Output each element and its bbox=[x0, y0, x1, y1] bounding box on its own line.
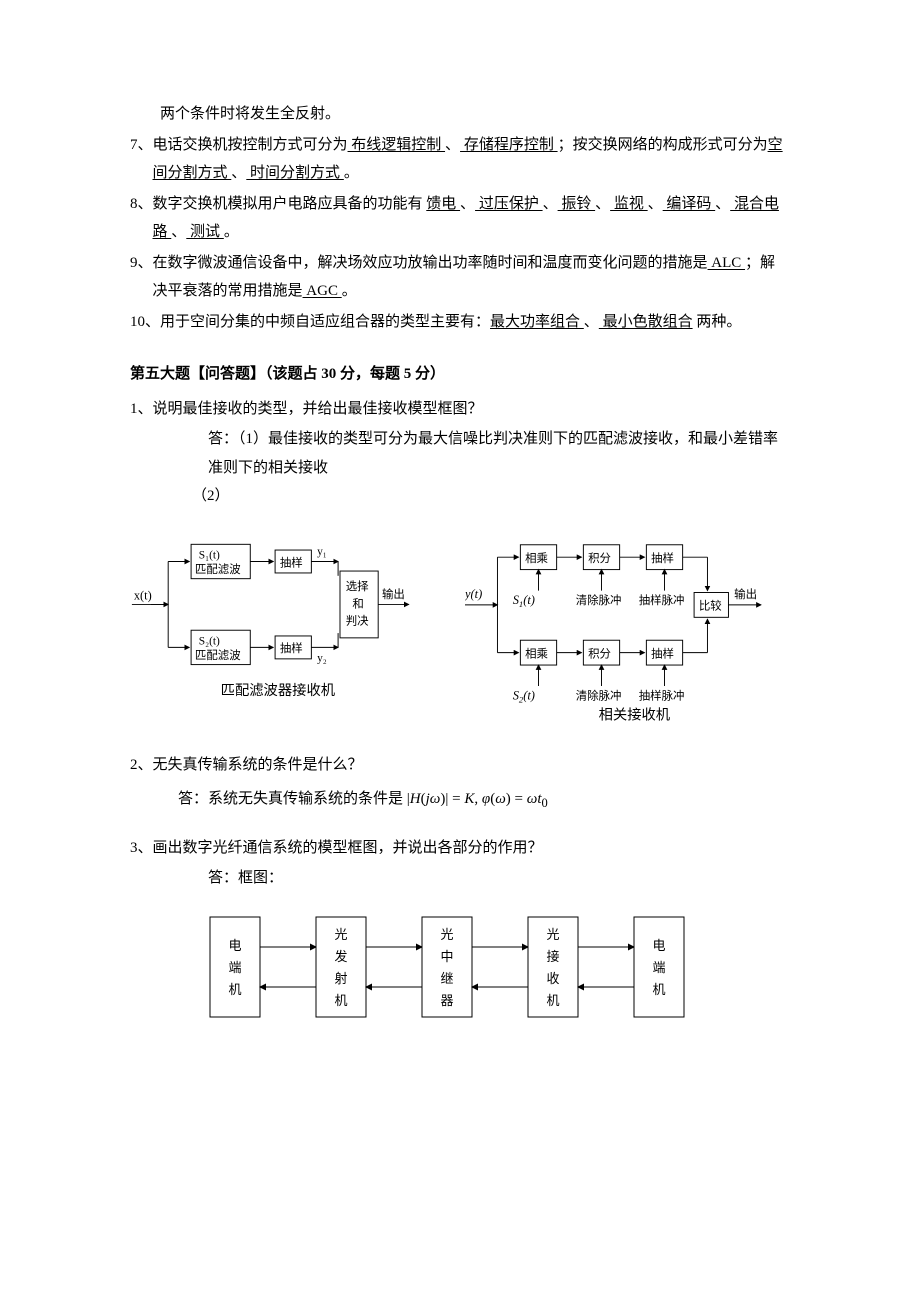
q1-text: 说明最佳接收的类型，并给出最佳接收模型框图？ bbox=[153, 395, 790, 424]
blank: 时间分割方式 bbox=[246, 165, 344, 181]
blank: 振铃 bbox=[558, 196, 596, 212]
fiber-diagram-wrap: 电端机光发射机光中继器光接收机电端机 bbox=[130, 907, 790, 1058]
svg-text:接: 接 bbox=[546, 949, 559, 964]
blank: AGC bbox=[303, 283, 342, 299]
corr-cl1: 清除脉冲 bbox=[576, 592, 622, 606]
q3-a: 答：框图： bbox=[130, 864, 790, 893]
q2-num: 2、 bbox=[130, 751, 153, 780]
q1-a1: 答：（1）最佳接收的类型可分为最大信噪比判决准则下的匹配滤波接收，和最小差错率准… bbox=[130, 425, 790, 482]
match-f1: 匹配滤波 bbox=[195, 562, 241, 575]
corr-sm1: 抽样 bbox=[652, 550, 675, 564]
svg-text:收: 收 bbox=[546, 971, 559, 986]
svg-text:机: 机 bbox=[334, 993, 347, 1008]
fill-10-num: 10、 bbox=[130, 308, 160, 337]
fill-item-9: 9、 在数字微波通信设备中，解决场效应功放输出功率随时间和温度而变化问题的措施是… bbox=[130, 249, 790, 306]
q2-sub: 0 bbox=[542, 796, 548, 810]
corr-s1: S1(t) bbox=[513, 592, 535, 608]
match-sample1: 抽样 bbox=[280, 555, 303, 569]
svg-text:端: 端 bbox=[228, 960, 241, 975]
fill-item-7: 7、 电话交换机按控制方式可分为 布线逻辑控制 、 存储程序控制 ；按交换网络的… bbox=[130, 131, 790, 188]
corr-sp1: 抽样脉冲 bbox=[639, 592, 685, 606]
q2-a-prefix: 答：系统无失真传输系统的条件是 bbox=[178, 791, 403, 807]
q3-num: 3、 bbox=[130, 834, 153, 863]
blank: 馈电 bbox=[426, 196, 460, 212]
svg-text:器: 器 bbox=[440, 993, 453, 1008]
corr-cl2: 清除脉冲 bbox=[576, 688, 622, 702]
match-f2: 匹配滤波 bbox=[195, 648, 241, 661]
corr-s2: S2(t) bbox=[513, 688, 535, 704]
corr-int2: 积分 bbox=[589, 647, 612, 660]
svg-text:端: 端 bbox=[652, 960, 665, 975]
fill-7-body: 电话交换机按控制方式可分为 布线逻辑控制 、 存储程序控制 ；按交换网络的构成形… bbox=[153, 131, 790, 188]
svg-text:继: 继 bbox=[440, 971, 453, 986]
blank: 最大功率组合 bbox=[490, 314, 584, 330]
diagram-fiber: 电端机光发射机光中继器光接收机电端机 bbox=[200, 907, 720, 1047]
corr-mul1: 相乘 bbox=[526, 550, 549, 564]
match-d2: 和 bbox=[352, 597, 363, 610]
blank: 存储程序控制 bbox=[460, 137, 558, 153]
diagram-correlation: y(t) 相乘 相乘 S1(t) S2(t) 积分 积分 清除脉冲 bbox=[465, 519, 790, 729]
fill-8-num: 8、 bbox=[130, 190, 153, 247]
fill-10-body: 用于空间分集的中频自适应组合器的类型主要有：最大功率组合 、 最小色散组合 两种… bbox=[160, 308, 790, 337]
blank: 布线逻辑控制 bbox=[348, 137, 446, 153]
corr-out: 输出 bbox=[735, 587, 758, 601]
q2-formula: |H(jω)| = K, φ(ω) = ωt0 bbox=[407, 791, 548, 807]
q1-num: 1、 bbox=[130, 395, 153, 424]
svg-text:电: 电 bbox=[652, 938, 665, 953]
svg-text:机: 机 bbox=[546, 993, 559, 1008]
fiber-boxes: 电端机光发射机光中继器光接收机电端机 bbox=[210, 917, 684, 1017]
fill-8-body: 数字交换机模拟用户电路应具备的功能有 馈电 、 过压保护 、 振铃 、 监视 、… bbox=[153, 190, 790, 247]
q3-text: 画出数字光纤通信系统的模型框图，并说出各部分的作用？ bbox=[153, 834, 790, 863]
svg-text:机: 机 bbox=[228, 982, 241, 997]
svg-text:发: 发 bbox=[334, 949, 347, 964]
section5-title: 第五大题【问答题】（该题占 30 分，每题 5 分） bbox=[130, 360, 790, 389]
fill-item-8: 8、 数字交换机模拟用户电路应具备的功能有 馈电 、 过压保护 、 振铃 、 监… bbox=[130, 190, 790, 247]
corr-sm2: 抽样 bbox=[652, 646, 675, 660]
fill-9-body: 在数字微波通信设备中，解决场效应功放输出功率随时间和温度而变化问题的措施是 AL… bbox=[153, 249, 790, 306]
corr-sp2: 抽样脉冲 bbox=[639, 688, 685, 702]
blank: 编译码 bbox=[663, 196, 716, 212]
corr-int1: 积分 bbox=[589, 551, 612, 564]
blank: ALC bbox=[708, 255, 746, 271]
fill-item-6-cont: 两个条件时将发生全反射。 bbox=[130, 100, 790, 129]
svg-text:光: 光 bbox=[546, 927, 559, 942]
corr-mul2: 相乘 bbox=[526, 646, 549, 660]
blank: 测试 bbox=[186, 224, 224, 240]
svg-text:射: 射 bbox=[334, 971, 347, 986]
match-xt: x(t) bbox=[134, 588, 152, 602]
q1-a2: （2） bbox=[130, 482, 790, 511]
match-s1: S₁(t) bbox=[199, 549, 220, 561]
svg-text:机: 机 bbox=[652, 982, 665, 997]
match-caption: 匹配滤波器接收机 bbox=[221, 682, 335, 699]
q1: 1、 说明最佳接收的类型，并给出最佳接收模型框图？ bbox=[130, 395, 790, 424]
match-y2: y₂ bbox=[317, 652, 327, 664]
match-d1: 选择 bbox=[346, 579, 369, 593]
svg-text:光: 光 bbox=[440, 927, 453, 942]
diagram-matched-filter: x(t) S₁(t) 匹配滤波 S₂(t) 匹配滤波 抽样 抽样 bbox=[130, 519, 435, 709]
svg-text:电: 电 bbox=[228, 938, 241, 953]
q1-diagrams: x(t) S₁(t) 匹配滤波 S₂(t) 匹配滤波 抽样 抽样 bbox=[130, 519, 790, 729]
match-sample2: 抽样 bbox=[280, 641, 303, 655]
corr-yt: y(t) bbox=[465, 587, 482, 601]
match-y1: y₁ bbox=[317, 545, 327, 557]
q2-answer: 答：系统无失真传输系统的条件是 |H(jω)| = K, φ(ω) = ωt0 bbox=[130, 785, 790, 816]
fill-9-num: 9、 bbox=[130, 249, 153, 306]
fill-7-num: 7、 bbox=[130, 131, 153, 188]
q3: 3、 画出数字光纤通信系统的模型框图，并说出各部分的作用？ bbox=[130, 834, 790, 863]
corr-cmp: 比较 bbox=[699, 598, 722, 612]
blank: 监视 bbox=[610, 196, 648, 212]
q2: 2、 无失真传输系统的条件是什么？ bbox=[130, 751, 790, 780]
corr-caption: 相关接收机 bbox=[599, 706, 670, 723]
q2-text: 无失真传输系统的条件是什么？ bbox=[153, 751, 790, 780]
svg-text:光: 光 bbox=[334, 927, 347, 942]
fill-6-body: 两个条件时将发生全反射。 bbox=[130, 100, 790, 129]
match-out: 输出 bbox=[382, 586, 405, 600]
page: 两个条件时将发生全反射。 7、 电话交换机按控制方式可分为 布线逻辑控制 、 存… bbox=[0, 0, 920, 1117]
svg-text:中: 中 bbox=[440, 949, 453, 964]
match-s2: S₂(t) bbox=[199, 635, 220, 647]
fill-item-10: 10、 用于空间分集的中频自适应组合器的类型主要有：最大功率组合 、 最小色散组… bbox=[130, 308, 790, 337]
blank: 最小色散组合 bbox=[599, 314, 693, 330]
match-d3: 判决 bbox=[346, 614, 369, 627]
blank: 过压保护 bbox=[475, 196, 543, 212]
